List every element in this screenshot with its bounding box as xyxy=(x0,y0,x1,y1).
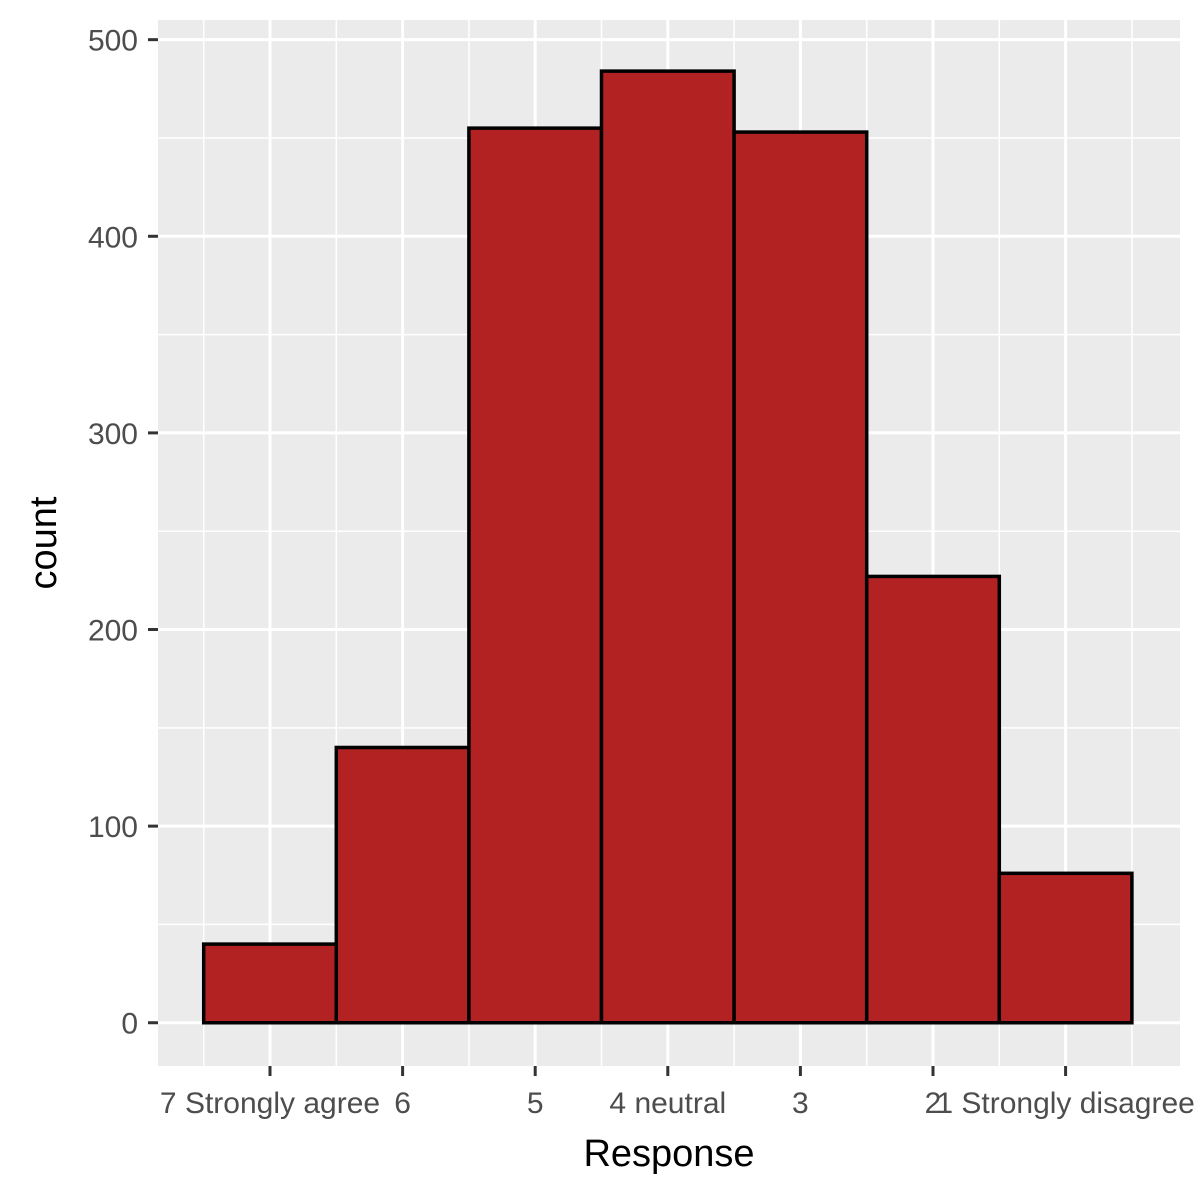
y-tick-label: 200 xyxy=(88,615,138,648)
x-tick-label: 2 xyxy=(925,1087,942,1120)
y-axis-title: count xyxy=(23,496,65,589)
x-tick-label: 3 xyxy=(792,1087,809,1120)
bar xyxy=(201,942,339,1025)
y-tick-label: 0 xyxy=(121,1008,138,1041)
x-tick-label: 7 Strongly agree xyxy=(160,1087,380,1120)
bar xyxy=(467,126,604,1025)
y-tick-label: 300 xyxy=(88,418,138,451)
bar xyxy=(334,745,471,1025)
x-tick-label: 6 xyxy=(394,1087,411,1120)
bar xyxy=(599,69,736,1025)
bar xyxy=(732,130,869,1025)
y-tick-label: 500 xyxy=(88,25,138,58)
y-axis: 0 100 200 300 400 500 xyxy=(88,25,158,1041)
bar xyxy=(997,871,1134,1025)
x-axis-title: Response xyxy=(583,1133,754,1175)
bar xyxy=(864,574,1002,1025)
y-tick-label: 100 xyxy=(88,811,138,844)
x-tick-label: 4 neutral xyxy=(609,1087,726,1120)
bars xyxy=(201,69,1134,1025)
x-tick-label: 5 xyxy=(527,1087,544,1120)
x-tick-label: 1 Strongly disagree xyxy=(936,1087,1195,1120)
y-tick-label: 400 xyxy=(88,221,138,254)
x-axis: 7 Strongly agree 6 5 4 neutral 3 21 Strongly … xyxy=(160,1066,1195,1120)
